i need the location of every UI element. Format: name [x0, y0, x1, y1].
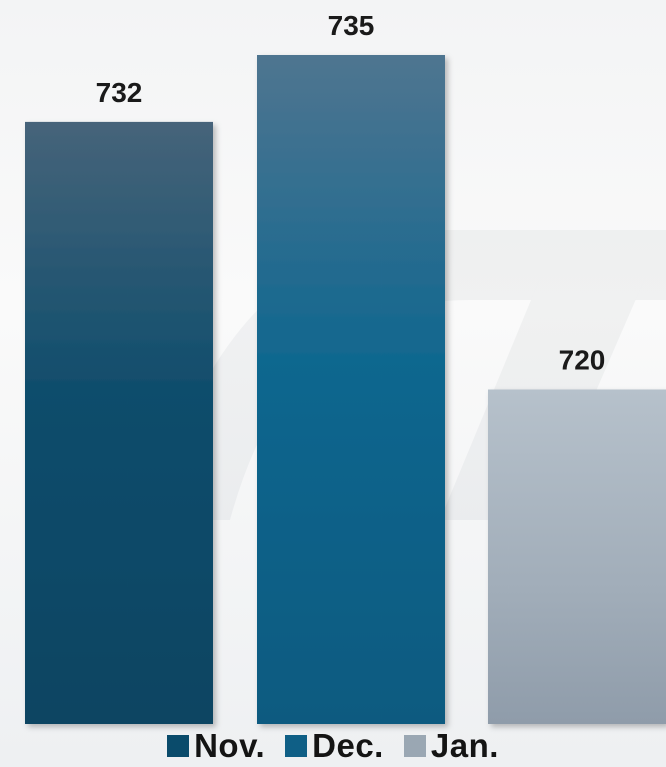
legend-label-nov: Nov.	[194, 726, 266, 764]
bar-value-label-dec: 735	[328, 10, 375, 41]
bar-value-label-jan: 720	[559, 345, 606, 376]
legend-label-jan: Jan.	[430, 726, 499, 764]
legend-swatch-dec	[285, 734, 308, 757]
bar-dec	[257, 55, 445, 724]
legend-item-nov: Nov.	[167, 727, 265, 765]
legend-swatch-jan	[403, 734, 426, 757]
bar-nov	[25, 121, 213, 724]
legend-item-jan: Jan.	[403, 726, 499, 765]
legend-label-dec: Dec.	[312, 726, 384, 764]
legend-swatch-nov	[167, 734, 190, 757]
bars-layer	[25, 55, 666, 724]
bar-value-label-nov: 732	[96, 77, 143, 108]
legend: Nov. Dec. Jan.	[0, 724, 666, 767]
value-labels-layer: 732 735 720	[96, 10, 606, 376]
bar-jan	[488, 389, 666, 724]
legend-item-dec: Dec.	[285, 727, 384, 765]
